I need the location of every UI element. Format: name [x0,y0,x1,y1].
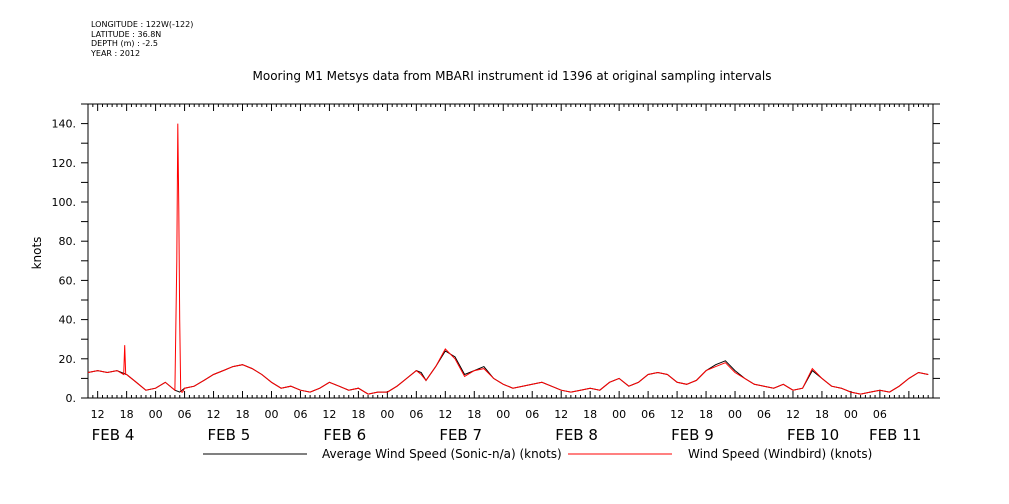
x-tick-label: 00 [264,408,278,421]
x-tick-label: 00 [149,408,163,421]
x-tick-label: 06 [873,408,887,421]
y-tick-label: 40. [59,314,77,327]
date-label: FEB 11 [869,426,921,444]
x-tick-label: 12 [91,408,105,421]
axis-ticks [81,103,940,399]
y-tick-label: 100. [52,196,77,209]
x-tick-label: 12 [322,408,336,421]
y-tick-label: 60. [59,274,77,287]
x-tick-label: 18 [583,408,597,421]
x-tick-label: 18 [120,408,134,421]
x-tick-label: 18 [699,408,713,421]
longitude-label: LONGITUDE : 122W(-122) [91,20,194,29]
legend-label-average: Average Wind Speed (Sonic-n/a) (knots) [322,447,562,461]
x-tick-label: 18 [815,408,829,421]
x-tick-label: 00 [844,408,858,421]
y-tick-labels: 0. 20. 40. 60. 80. 100. 120. 140. [52,118,77,405]
average-wind-speed-line [87,350,929,395]
x-tick-label: 12 [670,408,684,421]
x-tick-label: 00 [612,408,626,421]
x-tick-label: 18 [236,408,250,421]
depth-label: DEPTH (m) : -2.5 [91,39,158,48]
x-tick-label: 00 [496,408,510,421]
x-tick-label: 06 [409,408,423,421]
x-tick-label: 00 [728,408,742,421]
date-label: FEB 8 [555,426,598,444]
x-tick-label: 12 [438,408,452,421]
windbird-wind-speed-line [87,123,929,395]
date-label: FEB 9 [671,426,714,444]
y-tick-label: 20. [59,353,77,366]
year-label: YEAR : 2012 [91,48,141,58]
x-tick-label: 00 [380,408,394,421]
legend: Average Wind Speed (Sonic-n/a) (knots) W… [203,447,872,461]
x-tick-label: 06 [525,408,539,421]
x-tick-label: 06 [293,408,307,421]
date-label: FEB 7 [439,426,482,444]
x-tick-label: 12 [207,408,221,421]
date-label: FEB 10 [787,426,839,444]
x-tick-label: 12 [554,408,568,421]
y-axis-label: knots [30,237,44,270]
y-tick-label: 140. [52,118,77,131]
y-tick-label: 0. [66,392,77,405]
legend-label-windbird: Wind Speed (Windbird) (knots) [688,447,872,461]
x-tick-label: 12 [786,408,800,421]
x-tick-label: 06 [178,408,192,421]
y-tick-label: 120. [52,157,77,170]
latitude-label: LATITUDE : 36.8N [91,29,162,39]
x-tick-labels: 12 18 00 06 12 18 00 06 12 18 00 06 12 18 00 06 12 18 00 06… [91,408,922,444]
date-label: FEB 4 [92,426,135,444]
chart-title: Mooring M1 Metsys data from MBARI instru… [253,69,772,83]
metadata-block: LONGITUDE : 122W(-122) LATITUDE : 36.8N … [91,20,193,58]
x-tick-label: 18 [351,408,365,421]
plot-frame [87,103,934,399]
x-tick-label: 18 [467,408,481,421]
x-tick-label: 06 [757,408,771,421]
date-label: FEB 5 [208,426,251,444]
y-tick-label: 80. [59,235,77,248]
x-tick-label: 06 [641,408,655,421]
series-lines [87,123,929,395]
date-label: FEB 6 [323,426,366,444]
